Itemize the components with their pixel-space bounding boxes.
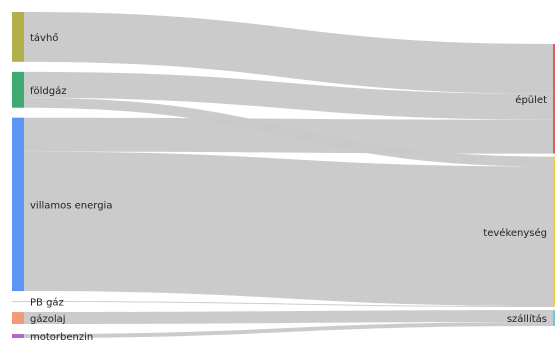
link-motorbenzin-szallitas — [24, 322, 553, 339]
node-foldgaz — [12, 71, 24, 108]
node-motorbenzin — [12, 334, 24, 339]
label-foldgaz: földgáz — [30, 85, 67, 97]
label-tevekenyseg: tevékenység — [483, 227, 547, 239]
node-gazolaj — [12, 312, 24, 325]
sankey-nodes — [12, 12, 555, 339]
link-foldgaz-epulet — [24, 71, 553, 120]
link-gazolaj-szallitas — [24, 310, 553, 325]
label-epulet: épület — [515, 94, 547, 106]
label-tavho: távhő — [30, 32, 58, 44]
node-szallitas — [553, 310, 555, 326]
sankey-links — [24, 12, 553, 339]
node-tevekenyseg — [553, 156, 555, 308]
link-villamos-epulet — [24, 117, 553, 154]
link-pbgaz-tevekenyseg — [24, 301, 553, 308]
node-pbgaz — [12, 301, 24, 303]
node-epulet — [553, 44, 555, 154]
node-villamos — [12, 117, 24, 292]
sankey-labels: távhő földgáz villamos energia PB gáz gázola… — [30, 32, 547, 340]
label-pbgaz: PB gáz — [30, 297, 64, 309]
label-villamos: villamos energia — [30, 200, 112, 211]
label-motorbenzin: motorbenzin — [30, 332, 93, 340]
link-villamos-tevekenyseg — [24, 151, 553, 307]
label-gazolaj: gázolaj — [30, 313, 66, 325]
label-szallitas: szállítás — [507, 313, 547, 325]
node-tavho — [12, 12, 24, 62]
link-tavho-epulet — [24, 12, 553, 94]
